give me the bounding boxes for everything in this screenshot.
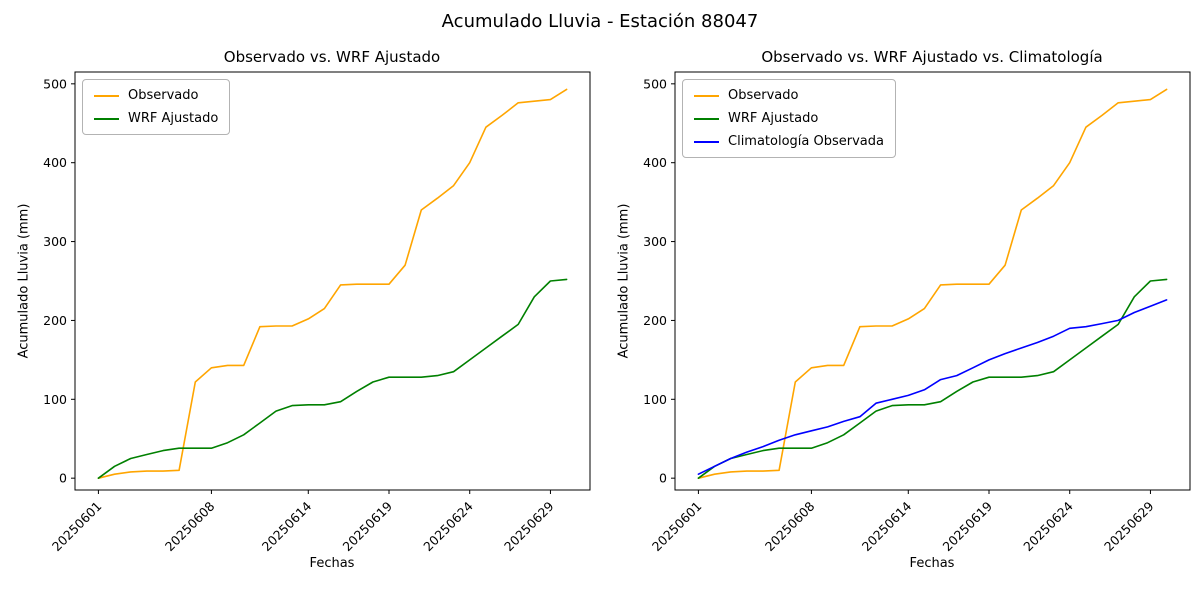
x-tick-label: 20250608 [762, 498, 818, 554]
y-tick-label: 400 [643, 155, 667, 170]
legend-line-swatch [94, 94, 119, 97]
y-tick-label: 400 [43, 155, 67, 170]
x-tick-label: 20250601 [49, 499, 105, 555]
x-tick-label: 20250624 [420, 498, 476, 554]
series-line-wrf-ajustado [97, 278, 568, 480]
x-tick-label: 20250624 [1020, 498, 1076, 554]
x-axis-label-left: Fechas [309, 556, 355, 571]
legend-item: Climatología Observada [694, 134, 884, 149]
legend-line-swatch [694, 94, 719, 97]
subplot-left: 0 100 200 300 400 500 20250601 20250608 20250614… [16, 48, 591, 571]
legend-right: Observado WRF Ajustado Climatología Observ… [682, 79, 896, 158]
legend-line-swatch [94, 117, 119, 120]
x-tick-label: 20250614 [859, 498, 915, 554]
series-line-wrf-ajustado [697, 278, 1168, 480]
plot-canvas-right: 0 100 200 300 400 500 20250601 20250608 20250614… [643, 71, 1191, 555]
legend-line-swatch [694, 117, 719, 120]
x-tick-label: 20250619 [340, 498, 396, 554]
axes-frame [74, 71, 591, 491]
legend-item: Observado [694, 88, 884, 103]
x-axis-label-right: Fechas [909, 556, 955, 571]
plot-title-right: Observado vs. WRF Ajustado vs. Climatolo… [761, 48, 1103, 66]
y-tick-label: 0 [659, 471, 667, 486]
y-tick-label: 100 [43, 392, 67, 407]
legend-item: WRF Ajustado [694, 111, 884, 126]
plot-canvas-left: 0 100 200 300 400 500 20250601 20250608 20250614… [43, 71, 591, 555]
axes-frame [674, 71, 1191, 491]
x-tick-label: 20250619 [940, 498, 996, 554]
figure-title: Acumulado Lluvia - Estación 88047 [441, 11, 759, 32]
x-tick-label: 20250629 [1101, 498, 1157, 554]
y-tick-label: 200 [43, 313, 67, 328]
y-tick-label: 300 [43, 234, 67, 249]
x-tick-label: 20250608 [162, 498, 218, 554]
legend-line-swatch [694, 140, 719, 143]
legend-label: Climatología Observada [728, 134, 884, 149]
y-tick-label: 300 [643, 234, 667, 249]
legend-label: WRF Ajustado [128, 111, 219, 126]
y-tick-label: 0 [59, 471, 67, 486]
y-tick-label: 200 [643, 313, 667, 328]
y-tick-label: 100 [643, 392, 667, 407]
series-line-observado [697, 88, 1168, 480]
legend-label: Observado [728, 88, 799, 103]
x-tick-label: 20250629 [501, 498, 557, 554]
x-tick-label: 20250601 [649, 499, 705, 555]
legend-left: Observado WRF Ajustado [82, 79, 231, 135]
y-axis-label-right: Acumulado Lluvia (mm) [616, 203, 632, 359]
series-line-climatolog-a-observada [697, 299, 1168, 476]
y-tick-label: 500 [643, 76, 667, 91]
subplot-right: 0 100 200 300 400 500 20250601 20250608 20250614… [600, 0, 1200, 600]
legend-label: WRF Ajustado [728, 111, 819, 126]
x-tick-label: 20250614 [259, 498, 315, 554]
y-tick-label: 500 [43, 76, 67, 91]
series-line-observado [97, 88, 568, 480]
plot-title-left: Observado vs. WRF Ajustado [223, 48, 441, 66]
legend-item: WRF Ajustado [94, 111, 218, 126]
y-axis-label-left: Acumulado Lluvia (mm) [16, 203, 32, 359]
legend-label: Observado [128, 88, 199, 103]
legend-item: Observado [94, 88, 218, 103]
